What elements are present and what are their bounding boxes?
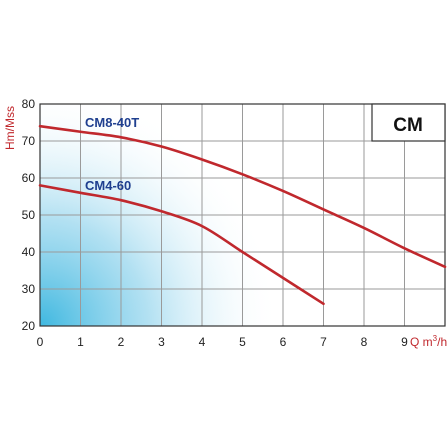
- y-tick-label: 60: [22, 171, 36, 185]
- x-tick-label: 3: [158, 335, 165, 349]
- y-tick-label: 20: [22, 319, 36, 333]
- x-axis-label-sup: 3: [433, 334, 438, 343]
- y-tick-label: 40: [22, 245, 36, 259]
- x-axis-label: Q m3/h: [410, 334, 447, 349]
- series-line-cm4-60: [38, 184, 325, 306]
- y-axis-label: Hm/Mss: [3, 106, 17, 150]
- series-label-cm4-60: CM4-60: [85, 178, 131, 193]
- x-tick-label: 2: [118, 335, 125, 349]
- x-tick-label: 4: [199, 335, 206, 349]
- model-box: [371, 103, 446, 142]
- x-tick-label: 6: [280, 335, 287, 349]
- x-tick-label: 7: [320, 335, 327, 349]
- curves: CM8-40T CM4-60: [38, 115, 447, 306]
- series-label-cm8-40t: CM8-40T: [85, 115, 139, 130]
- x-axis-label-main: Q m: [410, 335, 433, 349]
- x-tick-label: 9: [401, 335, 408, 349]
- x-tick-label: 5: [239, 335, 246, 349]
- x-tick-label: 8: [361, 335, 368, 349]
- series-line-cm8-40t: [38, 124, 447, 269]
- x-tick-label: 0: [37, 335, 44, 349]
- model-label: CM: [393, 115, 423, 136]
- x-tick-label: 1: [77, 335, 84, 349]
- plot-frame: [39, 103, 446, 327]
- y-tick-label: 80: [22, 97, 36, 111]
- tick-labels: 0 1 2 3 4 5 6 7 8 9 20 30 40 50 60 70 80: [22, 97, 409, 349]
- x-axis-label-tail: /h: [437, 335, 447, 349]
- y-tick-label: 70: [22, 134, 36, 148]
- y-tick-label: 30: [22, 282, 36, 296]
- y-tick-label: 50: [22, 208, 36, 222]
